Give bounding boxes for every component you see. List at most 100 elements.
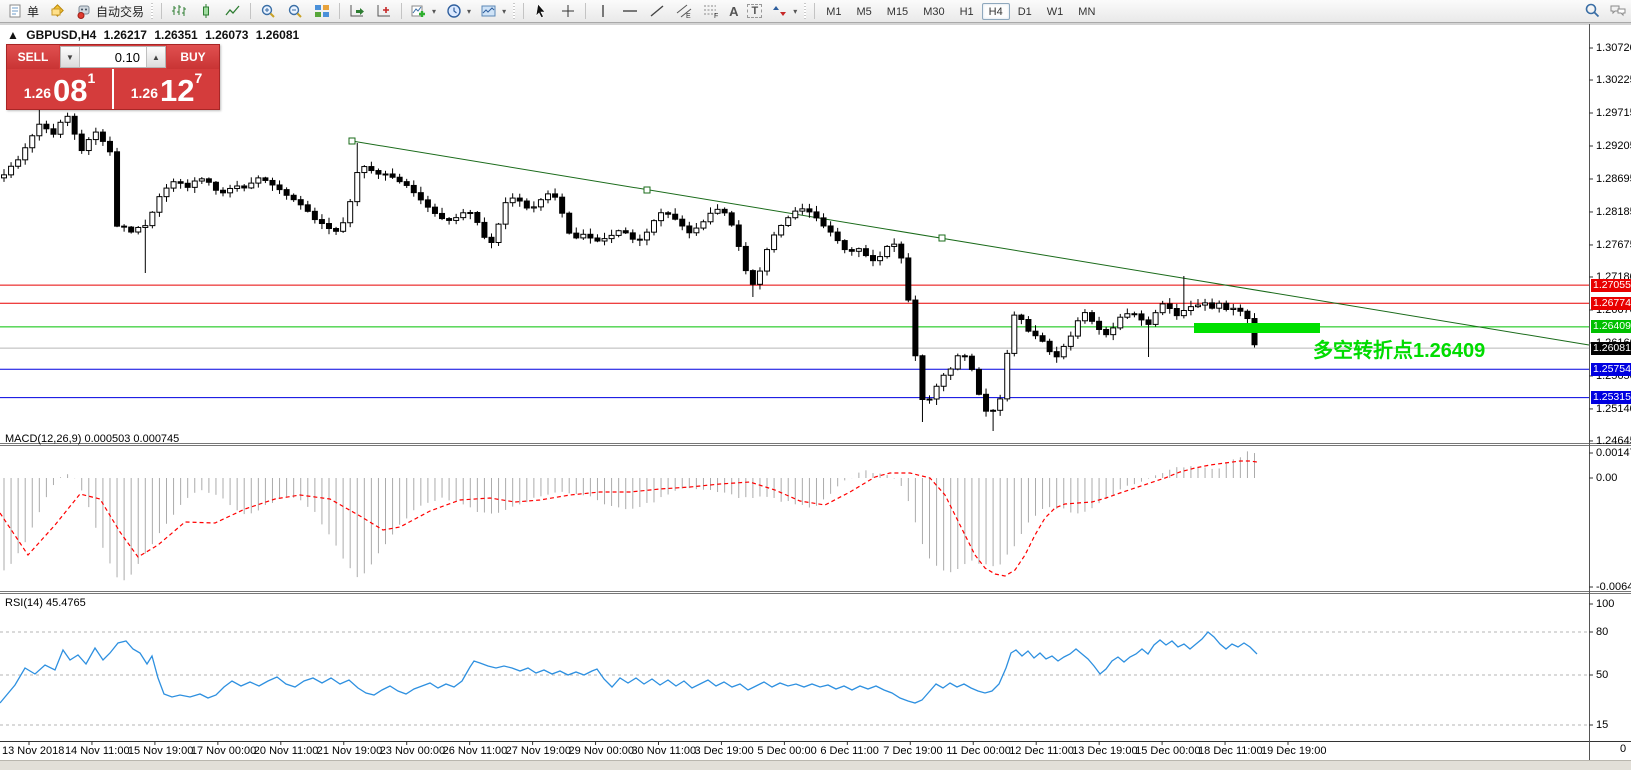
periods-button[interactable]: ▾ — [441, 2, 475, 20]
buy-price[interactable]: 1.26 12 7 — [114, 69, 219, 109]
price-level-label: 1.26081 — [1591, 341, 1631, 355]
cursor-arrow-icon — [535, 3, 546, 19]
time-axis-label: 14 Nov 11:00 — [64, 745, 130, 757]
price-axis-tick: 1.27675 — [1596, 238, 1631, 251]
price-level-label: 1.27055 — [1591, 278, 1631, 292]
cursor-tool-button[interactable] — [528, 2, 554, 20]
chart-shift-icon — [377, 5, 391, 17]
price-axis-tick: 1.30720 — [1596, 42, 1631, 54]
indicator-axis-tick: 0.00147 — [1596, 447, 1631, 459]
yellow-diamond-icon — [51, 4, 64, 17]
trendline-icon — [650, 5, 664, 17]
line-chart-icon — [225, 5, 240, 16]
tab-timeframe-w1[interactable]: W1 — [1046, 5, 1064, 18]
buy-price-pip: 7 — [194, 70, 203, 86]
zoom-in-button[interactable] — [255, 2, 281, 20]
toolbar-grip — [151, 3, 156, 19]
tab-timeframe-m15[interactable]: M15 — [886, 5, 909, 18]
time-axis-label: 27 Nov 19:00 — [505, 745, 572, 757]
chat-icon[interactable] — [1609, 2, 1627, 18]
crosshair-icon — [562, 5, 575, 17]
time-axis-label: 18 Dec 11:00 — [1198, 745, 1263, 757]
autotrading-button[interactable]: 自动交易 — [71, 2, 148, 20]
bar-chart-mode-button[interactable] — [166, 2, 192, 20]
tab-timeframe-h4[interactable]: H4 — [981, 2, 1010, 20]
buy-button[interactable]: BUY — [167, 45, 219, 69]
crosshair-tool-button[interactable] — [555, 2, 581, 20]
tab-timeframe-m5[interactable]: M5 — [856, 5, 872, 18]
fibonacci-icon: F — [704, 5, 718, 19]
zoom-in-icon — [261, 4, 275, 18]
indicator-axis-tick: 15 — [1596, 719, 1609, 731]
window-bottom-edge — [0, 760, 1631, 770]
periods-caret-icon[interactable]: ▾ — [467, 6, 472, 16]
time-axis-label: 3 Dec 19:00 — [694, 745, 754, 757]
clock-icon — [447, 4, 461, 18]
buy-price-prefix: 1.26 — [130, 85, 158, 101]
text-tool-button[interactable]: A — [725, 2, 742, 20]
chart-open-value: 1.26217 — [103, 28, 147, 42]
price-level-label: 1.26774 — [1591, 296, 1631, 310]
auto-scroll-button[interactable] — [344, 2, 370, 20]
svg-text:F: F — [714, 13, 718, 19]
sell-price-prefix: 1.26 — [23, 85, 51, 101]
indicator-axis-tick: 80 — [1596, 626, 1609, 638]
sell-button[interactable]: SELL — [7, 45, 59, 69]
time-axis-label: 6 Dec 11:00 — [820, 745, 879, 757]
new-order-button[interactable]: 单 — [2, 2, 43, 20]
tab-timeframe-m30[interactable]: M30 — [923, 5, 945, 18]
svg-text:多空转折点1.26409: 多空转折点1.26409 — [1313, 338, 1485, 362]
time-axis-label: 19 Dec 19:00 — [1261, 745, 1327, 757]
time-axis-label: 7 Dec 19:00 — [883, 745, 943, 757]
price-axis-tick: 1.30225 — [1596, 74, 1631, 87]
tab-timeframe-h1[interactable]: H1 — [959, 5, 974, 18]
svg-text:E: E — [686, 13, 691, 19]
toolbar-separator — [523, 3, 525, 19]
volume-increase-button[interactable]: ▲ — [146, 47, 165, 67]
toolbar-separator — [161, 3, 163, 19]
arrows-caret-icon[interactable]: ▾ — [793, 6, 798, 16]
tab-timeframe-m1[interactable]: M1 — [826, 5, 842, 18]
fibonacci-tool-button[interactable]: F — [698, 2, 724, 20]
sell-price[interactable]: 1.26 08 1 — [7, 69, 114, 109]
toolbar-separator — [401, 3, 403, 19]
auto-scroll-icon — [350, 5, 365, 17]
tab-timeframe-d1[interactable]: D1 — [1017, 5, 1032, 18]
search-icon[interactable] — [1583, 2, 1601, 18]
toolbar-separator — [339, 3, 341, 19]
price-axis-tick: 1.29715 — [1596, 107, 1631, 119]
zoom-out-button[interactable] — [282, 2, 308, 20]
horizontal-line-tool-button[interactable] — [617, 2, 643, 20]
arrows-tool-button[interactable]: ▾ — [767, 2, 801, 20]
indicators-button[interactable]: ▾ — [406, 2, 440, 20]
time-axis-label: 23 Nov 00:00 — [379, 745, 446, 757]
market-watch-button[interactable] — [44, 2, 70, 20]
tab-timeframe-mn[interactable]: MN — [1078, 5, 1096, 18]
price-axis-tick: 1.25140 — [1596, 402, 1631, 415]
volume-decrease-button[interactable]: ▼ — [61, 47, 80, 67]
price-level-label: 1.25754 — [1591, 362, 1631, 376]
macd-indicator-label: MACD(12,26,9) 0.000503 0.000745 — [5, 433, 180, 445]
tile-windows-button[interactable] — [309, 2, 335, 20]
templates-button[interactable]: ▾ — [476, 2, 510, 20]
collapse-triangle-icon[interactable]: ▲ — [7, 28, 19, 42]
candlestick-mode-button[interactable] — [193, 2, 219, 20]
trendline-tool-button[interactable] — [644, 2, 670, 20]
sell-price-pip: 1 — [87, 70, 96, 86]
price-axis-tick: 1.28185 — [1596, 205, 1631, 218]
chart-shift-button[interactable] — [371, 2, 397, 20]
channel-tool-button[interactable]: E — [671, 2, 697, 20]
vertical-line-tool-button[interactable] — [590, 2, 616, 20]
line-chart-mode-button[interactable] — [220, 2, 246, 20]
price-axis-tick: 1.28695 — [1596, 172, 1631, 185]
indicators-icon — [411, 5, 426, 17]
indicators-caret-icon[interactable]: ▾ — [432, 6, 437, 16]
time-axis-label: 21 Nov 19:00 — [316, 745, 383, 757]
volume-input[interactable]: 0.10 — [80, 47, 146, 67]
templates-caret-icon[interactable]: ▾ — [502, 6, 507, 16]
indicator-axis-tick: 50 — [1596, 669, 1609, 681]
text-label-tool-button[interactable]: T — [743, 2, 766, 20]
